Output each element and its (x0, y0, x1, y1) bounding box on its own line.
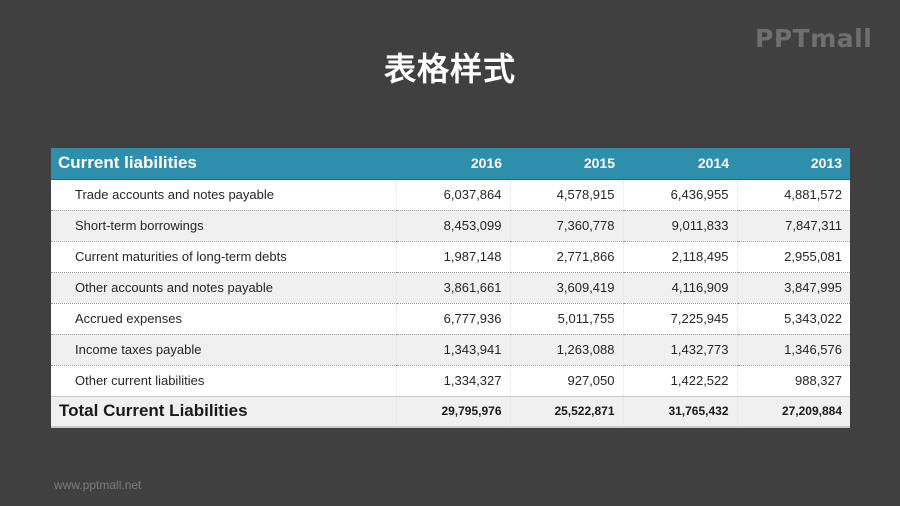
brand-logo: PPTmall (755, 24, 873, 53)
table-row: Trade accounts and notes payable 6,037,8… (51, 179, 850, 211)
row-value: 1,343,941 (395, 334, 510, 366)
row-value: 9,011,833 (622, 210, 737, 242)
row-value: 4,578,915 (509, 179, 623, 211)
total-value: 27,209,884 (736, 395, 850, 428)
row-value: 7,847,311 (736, 210, 850, 242)
table-row: Accrued expenses 6,777,936 5,011,755 7,2… (51, 303, 850, 335)
row-value: 1,263,088 (509, 334, 623, 366)
total-label: Total Current Liabilities (51, 395, 396, 428)
row-value: 6,037,864 (395, 179, 510, 211)
row-value: 1,422,522 (622, 365, 737, 397)
row-label: Accrued expenses (51, 303, 396, 335)
table-body: Trade accounts and notes payable 6,037,8… (51, 179, 850, 428)
header-label: Current liabilities (51, 148, 396, 180)
total-row: Total Current Liabilities 29,795,976 25,… (51, 395, 850, 428)
row-value: 1,334,327 (395, 365, 510, 397)
row-value: 4,116,909 (622, 272, 737, 304)
row-value: 5,343,022 (736, 303, 850, 335)
total-value: 31,765,432 (622, 395, 737, 428)
row-value: 5,011,755 (509, 303, 623, 335)
footer-url: www.pptmall.net (54, 478, 142, 492)
row-value: 988,327 (736, 365, 850, 397)
table-row: Income taxes payable 1,343,941 1,263,088… (51, 334, 850, 366)
year-header: 2013 (737, 148, 850, 180)
table-header: Current liabilities 2016 2015 2014 2013 (51, 148, 850, 180)
table-row: Short-term borrowings 8,453,099 7,360,77… (51, 210, 850, 242)
row-label: Trade accounts and notes payable (51, 179, 396, 211)
row-value: 8,453,099 (395, 210, 510, 242)
row-value: 7,225,945 (622, 303, 737, 335)
liabilities-table: Current liabilities 2016 2015 2014 2013 … (51, 148, 850, 428)
slide-title: 表格样式 (383, 50, 516, 88)
row-value: 3,609,419 (509, 272, 623, 304)
year-header: 2016 (396, 148, 510, 180)
row-value: 4,881,572 (736, 179, 850, 211)
header-row: Current liabilities 2016 2015 2014 2013 (51, 148, 850, 180)
row-value: 3,847,995 (736, 272, 850, 304)
row-label: Current maturities of long-term debts (51, 241, 396, 273)
row-value: 3,861,661 (395, 272, 510, 304)
row-value: 2,771,866 (509, 241, 623, 273)
row-value: 2,955,081 (736, 241, 850, 273)
row-value: 1,432,773 (622, 334, 737, 366)
total-value: 29,795,976 (395, 395, 510, 428)
row-value: 2,118,495 (622, 241, 737, 273)
row-value: 6,436,955 (622, 179, 737, 211)
year-header: 2015 (510, 148, 623, 180)
table-row: Other current liabilities 1,334,327 927,… (51, 365, 850, 397)
row-value: 1,346,576 (736, 334, 850, 366)
total-value: 25,522,871 (509, 395, 623, 428)
row-label: Short-term borrowings (51, 210, 396, 242)
row-label: Other accounts and notes payable (51, 272, 396, 304)
row-value: 7,360,778 (509, 210, 623, 242)
row-value: 927,050 (509, 365, 623, 397)
row-label: Other current liabilities (51, 365, 396, 397)
liabilities-table-container: Current liabilities 2016 2015 2014 2013 … (51, 148, 850, 428)
row-value: 6,777,936 (395, 303, 510, 335)
row-value: 1,987,148 (395, 241, 510, 273)
table-row: Other accounts and notes payable 3,861,6… (51, 272, 850, 304)
row-label: Income taxes payable (51, 334, 396, 366)
year-header: 2014 (623, 148, 737, 180)
table-row: Current maturities of long-term debts 1,… (51, 241, 850, 273)
